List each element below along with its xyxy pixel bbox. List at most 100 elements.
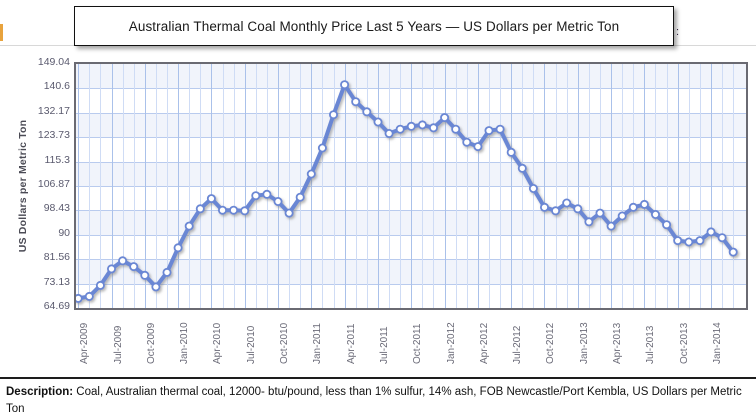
gridline-vertical [356,64,357,308]
gridline-vertical [567,64,568,308]
y-tick-label: 106.87 [37,177,70,190]
y-axis-title: US Dollars per Metric Ton [17,119,29,253]
gridline-vertical [456,64,457,308]
data-point-marker [639,199,649,209]
data-point-marker [328,110,338,120]
y-tick-label: 64.69 [43,300,70,312]
y-tick-label: 81.56 [43,251,70,264]
gridline-vertical [644,64,645,308]
gridline-vertical [234,64,235,308]
gridline-vertical [123,64,124,308]
x-tick-label: Jul-2009 [112,325,124,364]
data-point-marker [573,204,583,214]
gridline-vertical [467,64,468,308]
gridline-vertical [700,64,701,308]
data-point-marker [484,126,494,136]
data-point-marker [106,264,116,274]
gridline-vertical [311,64,312,308]
y-tick-label: 98.43 [43,202,70,215]
gridline-vertical [478,64,479,308]
x-tick-label: Apr-2010 [212,322,224,364]
page-accent-bar [0,24,3,41]
data-point-marker [373,117,383,127]
gridline-vertical [400,64,401,308]
data-point-marker [140,270,150,280]
gridline-vertical [711,64,712,308]
gridline-vertical [389,64,390,308]
data-point-marker [76,293,83,303]
data-point-marker [462,137,472,147]
data-point-marker [662,220,672,230]
data-point-marker [95,280,105,290]
data-point-marker [217,205,227,215]
gridline-vertical [600,64,601,308]
x-tick-label: Oct-2010 [279,322,291,364]
data-point-marker [195,204,205,214]
data-point-marker [295,192,305,202]
gridline-vertical [445,64,446,308]
gridline-vertical [278,64,279,308]
gridline-vertical [655,64,656,308]
gridline-vertical [589,64,590,308]
gridline-vertical [689,64,690,308]
x-tick-label: Jul-2013 [645,325,657,364]
gridline-vertical [134,64,135,308]
data-point-marker [229,205,239,215]
gridline-vertical [733,64,734,308]
gridline-vertical [367,64,368,308]
data-point-marker [340,80,350,90]
x-tick-label: Apr-2013 [612,322,624,364]
gridline-vertical [145,64,146,308]
y-tick-label: 149.04 [37,56,70,68]
data-point-marker [440,113,450,123]
data-point-marker [695,236,705,246]
description-body: Coal, Australian thermal coal, 12000- bt… [6,386,742,415]
data-point-marker [495,124,505,134]
data-point-marker [528,184,538,194]
x-axis-tick-labels: Apr-2009 Jul-2009 Oct-2009 Jan-2010 Apr-2010… [74,308,748,370]
x-tick-label: Oct-2009 [145,322,157,364]
gridline-vertical [200,64,201,308]
gridline-vertical [345,64,346,308]
data-point-marker [506,147,516,157]
price-line-series [76,80,738,303]
gridline-vertical [245,64,246,308]
y-axis-tick-labels: 149.04 140.6 132.17 123.73 115.3 106.87 98.43 9… [12,50,70,370]
data-point-marker [617,211,627,221]
gridline-vertical [223,64,224,308]
gridline-vertical [256,64,257,308]
data-point-marker [362,107,372,117]
x-tick-label: Apr-2012 [478,322,490,364]
plot-area [74,62,748,310]
y-tick-label: 132.17 [37,104,70,117]
data-point-marker [284,208,294,218]
x-tick-label: Jan-2010 [179,322,191,364]
chart-container: 149.04 140.6 132.17 123.73 115.3 106.87 98.43 9… [0,50,756,370]
gridline-vertical [511,64,512,308]
gridline-vertical [156,64,157,308]
x-tick-label: Oct-2012 [545,322,557,364]
footer-separator [0,377,756,379]
data-point-marker [84,291,94,301]
gridline-vertical [267,64,268,308]
data-point-marker [717,233,727,243]
x-tick-label: Jan-2011 [312,323,324,364]
data-point-marker [206,194,216,204]
data-point-marker [584,217,594,227]
gridline-vertical [100,64,101,308]
data-point-marker [317,143,327,153]
gridline-vertical [78,64,79,308]
x-tick-label: Apr-2009 [79,322,91,364]
x-tick-label: Jul-2010 [245,325,257,364]
gridline-vertical [300,64,301,308]
data-point-marker [173,243,183,253]
data-point-marker [473,142,483,152]
gridline-vertical [722,64,723,308]
data-point-marker [351,97,361,107]
data-point-marker [595,208,605,218]
gridline-vertical [611,64,612,308]
x-tick-label: Jul-2012 [512,325,524,364]
y-tick-label: 123.73 [37,129,70,142]
y-tick-label: 90 [58,226,70,239]
background-colon-text: : [676,26,680,38]
